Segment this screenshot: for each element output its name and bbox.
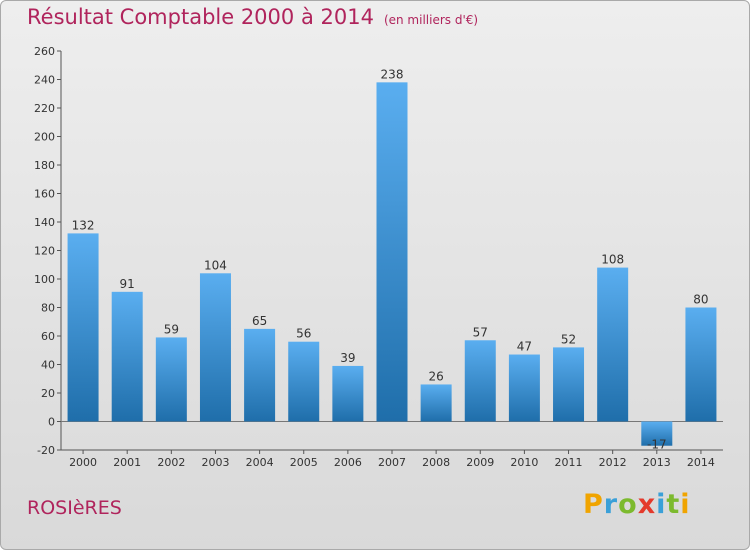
y-tick-label: 260	[34, 45, 55, 58]
x-tick-label: 2011	[555, 456, 583, 469]
data-label: 57	[473, 325, 488, 339]
logo-letter: i	[680, 489, 691, 520]
x-tick-label: 2006	[334, 456, 362, 469]
x-tick-label: 2001	[113, 456, 141, 469]
x-tick-label: 2008	[422, 456, 450, 469]
y-tick-label: 220	[34, 102, 55, 115]
data-label: 80	[693, 293, 708, 307]
bar-2012	[597, 267, 629, 422]
x-tick-label: 2000	[69, 456, 97, 469]
x-tick-label: 2012	[599, 456, 627, 469]
data-label: 52	[561, 332, 576, 346]
y-tick-label: 200	[34, 131, 55, 144]
logo-letter: t	[666, 489, 681, 520]
data-label: 238	[381, 67, 404, 81]
y-tick-label: 40	[41, 359, 55, 372]
bar-2002	[155, 337, 187, 422]
y-tick-label: 80	[41, 302, 55, 315]
place-name: ROSIèRES	[27, 497, 122, 519]
bar-2009	[464, 340, 496, 422]
x-tick-label: 2002	[157, 456, 185, 469]
bar-2000	[67, 233, 99, 422]
bar-2011	[553, 347, 585, 422]
chart-unit: (en milliers d'€)	[383, 13, 479, 27]
data-label: 108	[601, 253, 624, 267]
y-tick-label: 240	[34, 74, 55, 87]
data-label: 132	[72, 218, 95, 232]
title-row: Résultat Comptable 2000 à 2014 (en millie…	[27, 5, 478, 29]
data-label: 26	[428, 369, 443, 383]
bar-2006	[332, 365, 364, 422]
bar-2014	[685, 307, 717, 422]
x-tick-label: 2014	[687, 456, 715, 469]
bar-2005	[288, 341, 320, 422]
logo-letter: i	[656, 489, 667, 520]
bar-2001	[111, 291, 143, 422]
x-tick-label: 2007	[378, 456, 406, 469]
logo-letter: o	[618, 489, 638, 520]
x-tick-label: 2004	[246, 456, 274, 469]
x-tick-label: 2010	[510, 456, 538, 469]
y-tick-label: 100	[34, 273, 55, 286]
x-tick-label: 2003	[201, 456, 229, 469]
bar-2010	[508, 354, 540, 422]
y-tick-label: 180	[34, 159, 55, 172]
bar-2003	[199, 273, 231, 422]
data-label: 39	[340, 351, 355, 365]
data-label: -17	[647, 438, 667, 452]
y-tick-label: 160	[34, 188, 55, 201]
data-label: 56	[296, 327, 311, 341]
data-label: 47	[517, 340, 532, 354]
data-label: 91	[120, 277, 135, 291]
y-tick-label: 0	[48, 416, 55, 429]
data-label: 104	[204, 258, 227, 272]
data-label: 59	[164, 322, 179, 336]
logo-letter: x	[637, 489, 657, 520]
y-tick-label: 140	[34, 216, 55, 229]
bar-2004	[244, 328, 276, 422]
y-tick-label: -20	[37, 444, 55, 457]
x-tick-label: 2013	[643, 456, 671, 469]
data-label: 65	[252, 314, 267, 328]
x-tick-label: 2009	[466, 456, 494, 469]
bar-2013	[641, 421, 673, 446]
bar-2007	[376, 82, 408, 422]
chart-title: Résultat Comptable 2000 à 2014	[27, 5, 374, 29]
logo-letter: P	[583, 489, 604, 520]
y-tick-label: 20	[41, 387, 55, 400]
x-tick-label: 2005	[290, 456, 318, 469]
logo-letter: r	[603, 489, 619, 520]
y-tick-label: 60	[41, 330, 55, 343]
y-tick-label: 120	[34, 245, 55, 258]
bar-2008	[420, 384, 452, 422]
proxiti-logo: Proxiti	[583, 489, 691, 520]
